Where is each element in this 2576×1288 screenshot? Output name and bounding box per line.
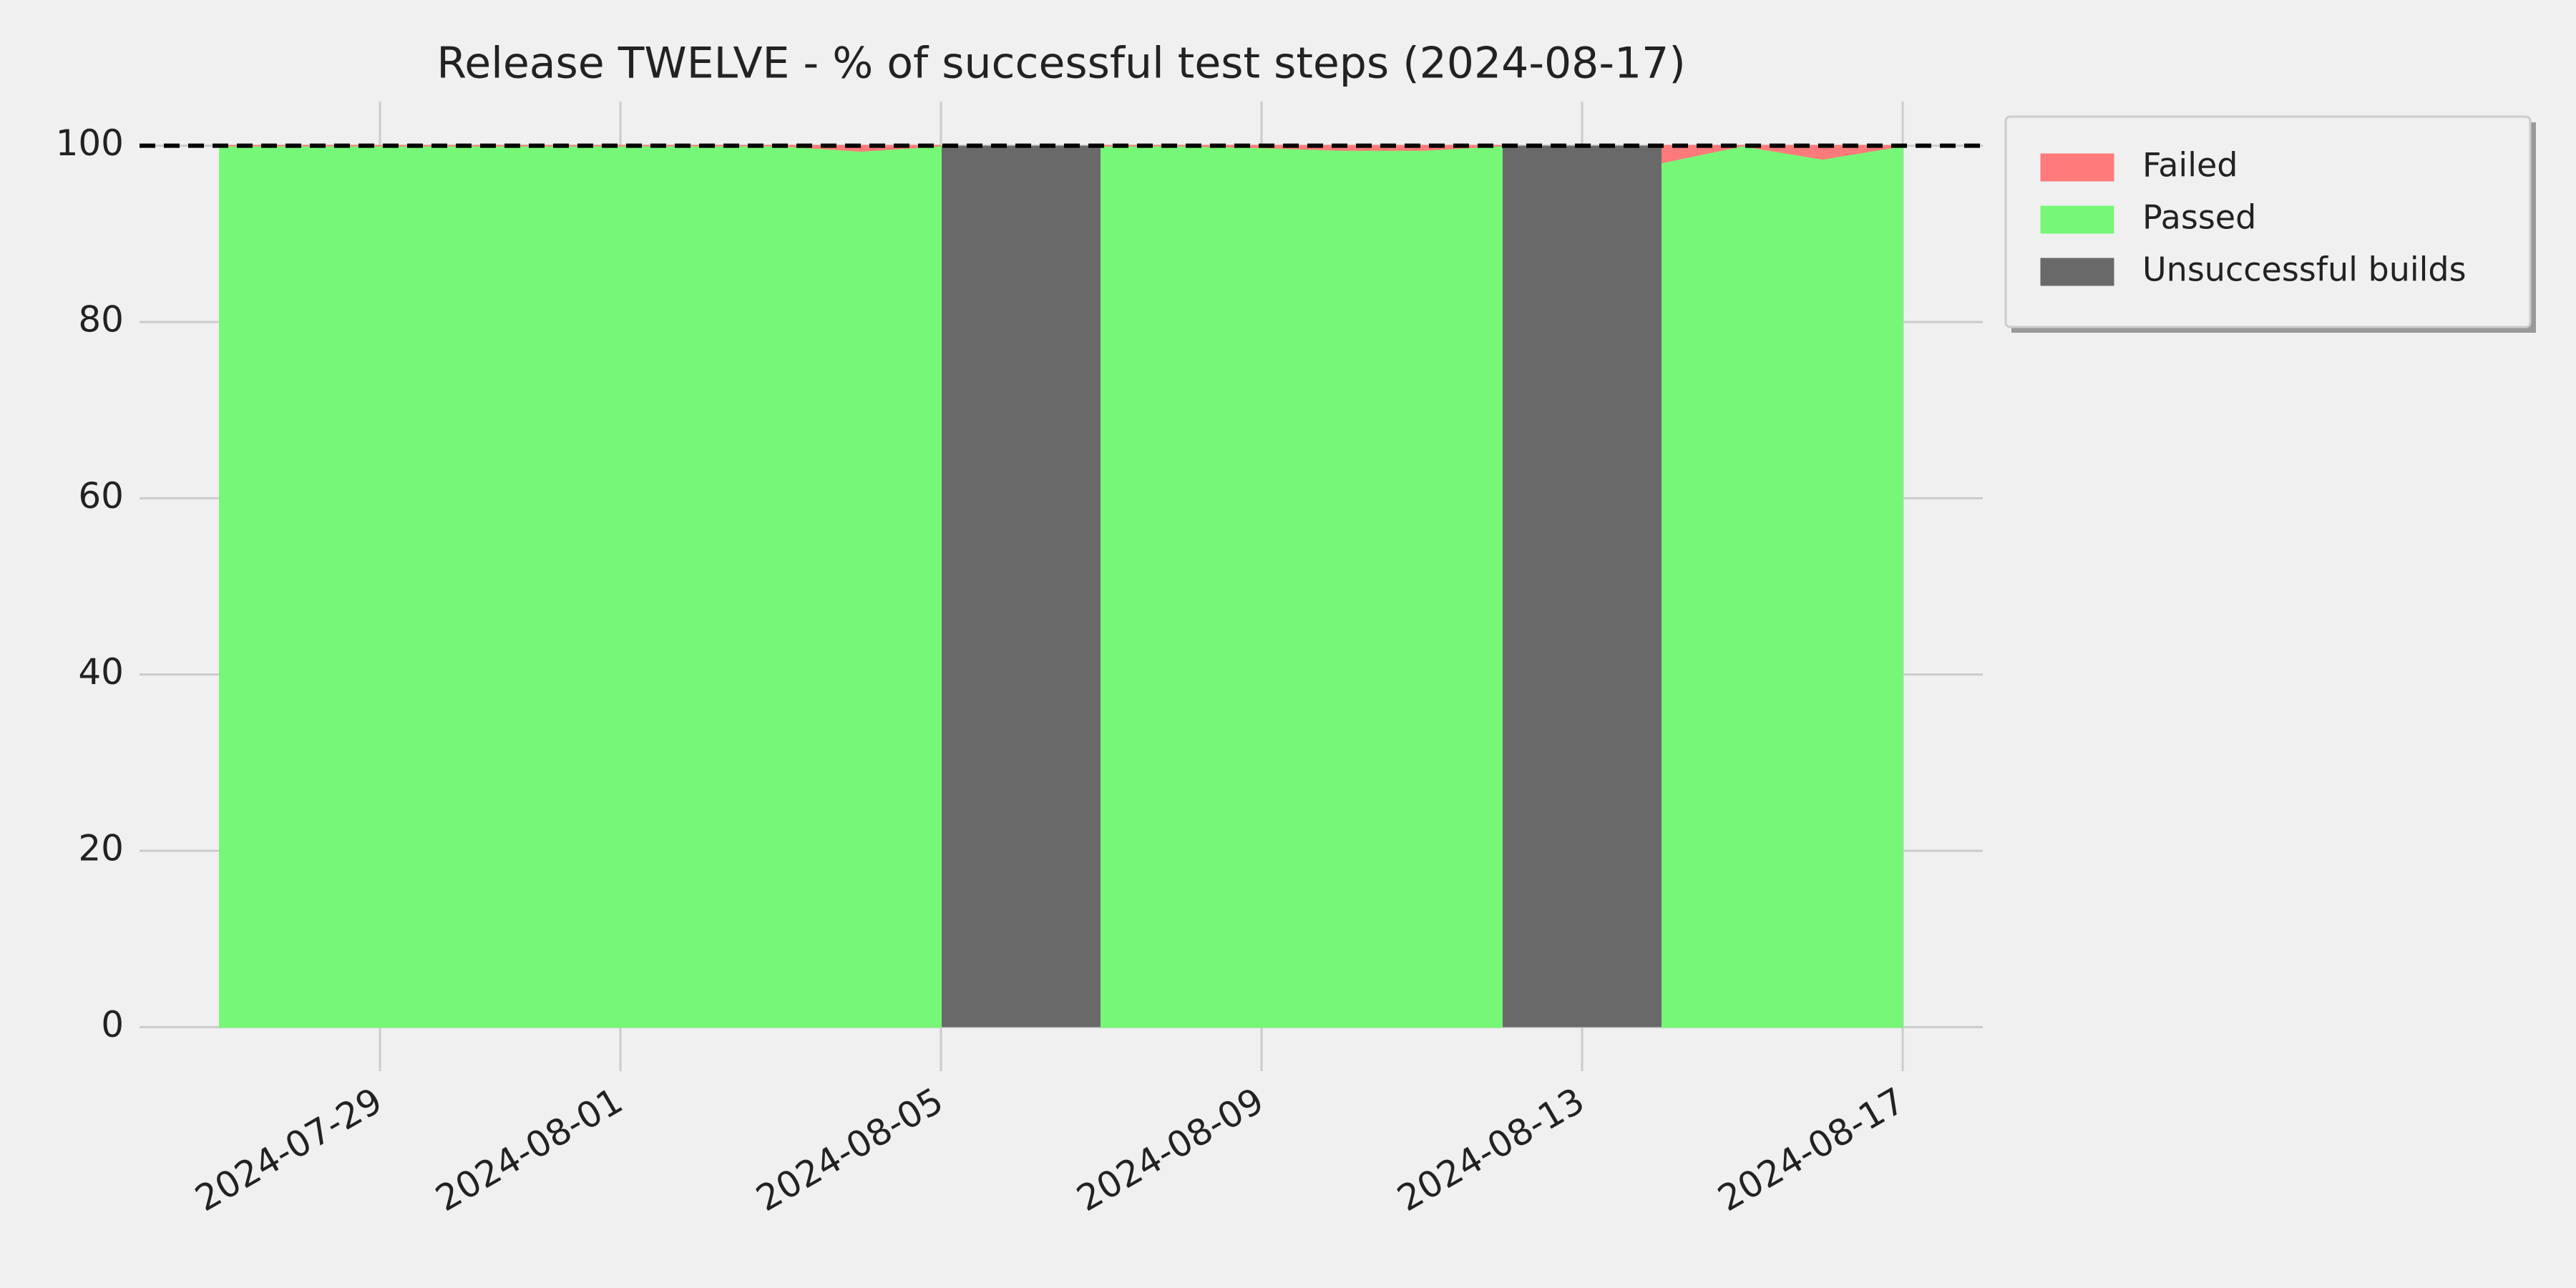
area [1662,145,1903,1028]
y-tick-label: 100 [56,122,124,164]
legend-swatch [2040,205,2114,234]
legend-label: Passed [2142,198,2256,237]
y-tick-label: 0 [101,1004,124,1045]
chart-title: Release TWELVE - % of successful test st… [436,39,1685,89]
legend-label: Failed [2142,146,2238,185]
unsuccessful-span [1502,145,1662,1028]
legend-label: Unsuccessful builds [2142,250,2467,289]
area [1101,145,1503,1028]
y-tick-label: 40 [78,651,124,693]
area [219,145,942,1028]
unsuccessful-span [941,145,1101,1028]
legend-swatch [2040,258,2114,286]
y-tick-label: 20 [78,828,124,869]
legend-swatch [2040,153,2114,182]
y-tick-label: 80 [78,298,124,340]
legend-box [2004,115,2532,328]
y-tick-label: 60 [78,475,124,517]
